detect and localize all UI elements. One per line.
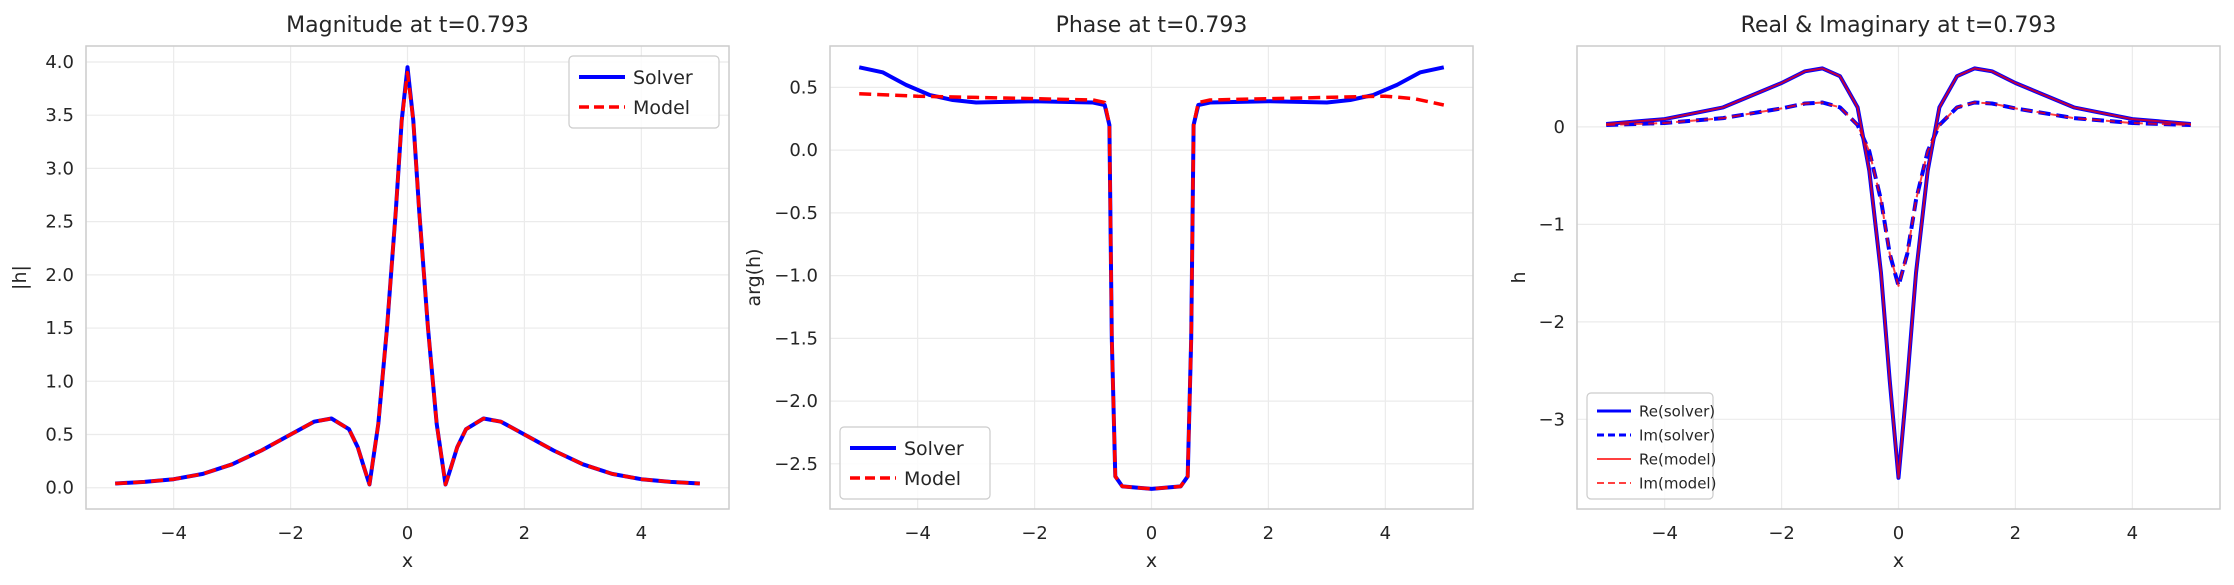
x-tick-label: −4 [1651, 523, 1678, 544]
x-tick-label: −2 [277, 523, 304, 544]
y-tick-label: 4.0 [45, 52, 74, 73]
legend-label: Im(solver) [1639, 426, 1715, 444]
x-tick-label: 2 [2010, 523, 2021, 544]
x-tick-label: −2 [1021, 523, 1048, 544]
y-tick-label: −2 [1538, 312, 1565, 333]
legend: Re(solver) Im(solver) Re(model) Im(model) [1586, 392, 1716, 500]
legend-box [1586, 392, 1714, 500]
legend-label: Solver [633, 67, 693, 89]
y-tick-label: −1 [1538, 214, 1565, 235]
x-tick-label: 4 [2127, 523, 2138, 544]
plot-frame [1576, 45, 2221, 510]
y-axis-label: arg(h) [743, 248, 765, 306]
y-tick-label: −1.5 [774, 328, 818, 349]
y-tick-label: 0.5 [789, 77, 818, 98]
x-tick-label: 4 [636, 523, 647, 544]
y-axis-label: h [1508, 271, 1530, 283]
y-tick-label: −2.0 [774, 391, 818, 412]
x-tick-label: −4 [904, 523, 931, 544]
x-tick-label: 0 [1146, 523, 1157, 544]
x-tick-label: 0 [402, 523, 413, 544]
y-tick-label: 1.5 [45, 318, 74, 339]
x-axis-label: x [1146, 550, 1157, 572]
y-tick-label: 3.5 [45, 105, 74, 126]
y-tick-label: 2.0 [45, 265, 74, 286]
legend: Solver Model [839, 426, 991, 500]
legend-label: Solver [904, 438, 964, 460]
x-tick-label: −2 [1768, 523, 1795, 544]
chart-title: Phase at t=0.793 [1056, 13, 1248, 38]
series-line-model [859, 91, 1445, 491]
x-axis-label: x [1893, 550, 1904, 572]
x-tick-label: 2 [1263, 523, 1274, 544]
chart-panel-3: −4 −2 0 2 4 0 −1 −2 −3 Real & Imaginary at t=0.79… [1508, 13, 2221, 572]
y-tick-label: −2.5 [774, 454, 818, 475]
series-line-im-model [1606, 101, 2191, 287]
legend-label: Im(model) [1639, 474, 1716, 492]
y-tick-label: −3 [1538, 409, 1565, 430]
y-axis-label: |h| [9, 265, 31, 290]
plot-frame [829, 45, 1474, 510]
y-tick-label: −1.0 [774, 266, 818, 287]
plot-frame [85, 45, 730, 510]
y-tick-label: 0.0 [789, 140, 818, 161]
x-tick-label: 0 [1893, 523, 1904, 544]
y-tick-label: −0.5 [774, 203, 818, 224]
series-line-solver [858, 65, 1445, 491]
x-tick-label: −4 [160, 523, 187, 544]
y-tick-label: 0.0 [45, 478, 74, 499]
y-tick-label: 1.0 [45, 371, 74, 392]
legend: Solver Model [568, 55, 720, 129]
y-tick-label: 3.0 [45, 158, 74, 179]
y-tick-label: 0.5 [45, 424, 74, 445]
chart-title: Magnitude at t=0.793 [286, 13, 529, 38]
legend-box [839, 426, 991, 500]
legend-box [568, 55, 720, 129]
chart-title: Real & Imaginary at t=0.793 [1741, 13, 2057, 38]
x-axis-label: x [402, 550, 413, 572]
x-tick-label: 4 [1380, 523, 1391, 544]
y-tick-label: 2.5 [45, 212, 74, 233]
legend-label: Re(solver) [1639, 402, 1715, 420]
legend-label: Re(model) [1639, 450, 1716, 468]
series-line-re-model [1606, 67, 2191, 479]
x-tick-label: 2 [519, 523, 530, 544]
legend-label: Model [633, 97, 690, 119]
chart-panel-1: −4 −2 0 2 4 0.0 0.5 1.0 1.5 2.0 2.5 3.0 3.5 4.0 Magnit… [9, 13, 730, 572]
series-line-model [115, 70, 700, 487]
y-tick-label: 0 [1554, 117, 1565, 138]
chart-panel-2: −4 −2 0 2 4 0.5 0.0 −0.5 −1.0 −1.5 −2.0 −2.5 Phase a… [743, 13, 1474, 572]
legend-label: Model [904, 468, 961, 490]
